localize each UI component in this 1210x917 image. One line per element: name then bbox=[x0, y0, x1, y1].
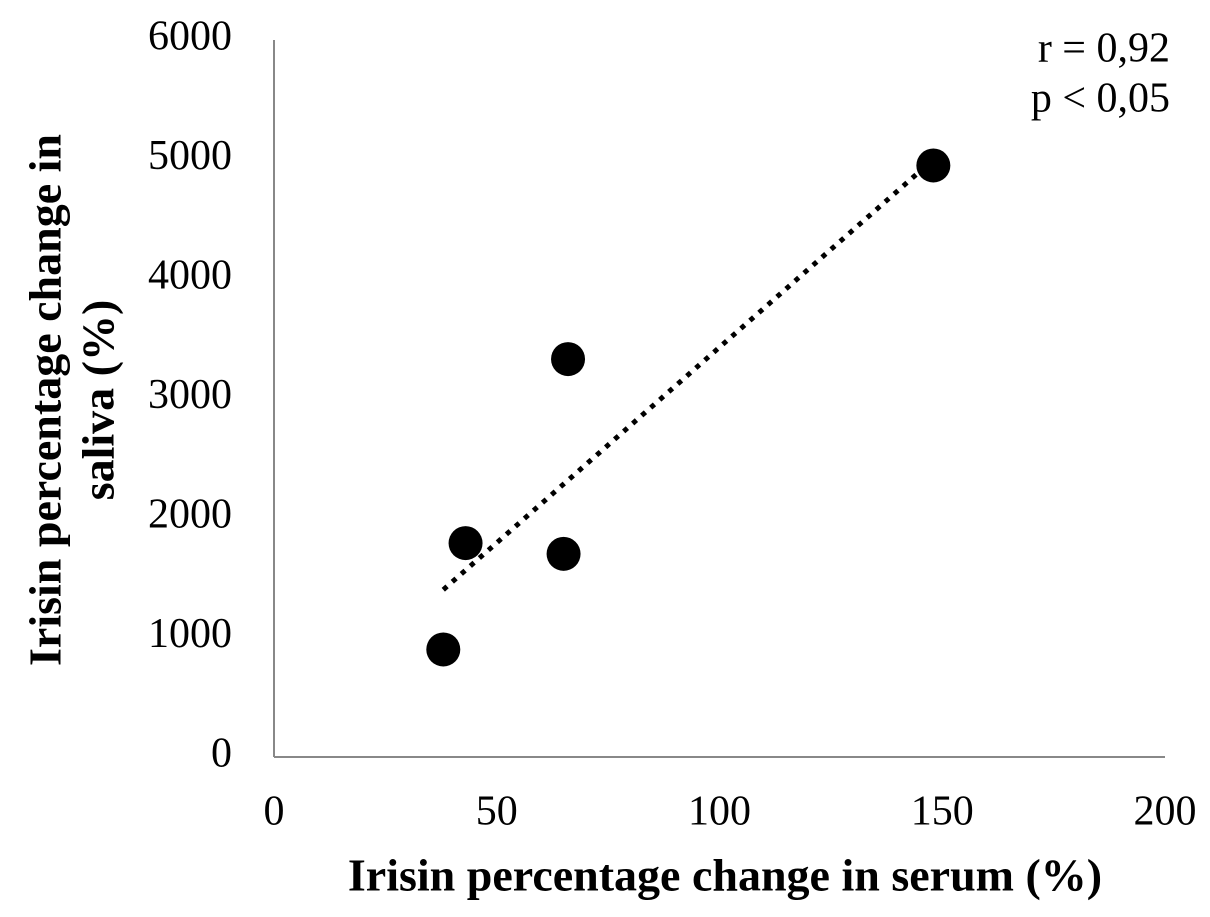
y-tick-label: 0 bbox=[211, 731, 232, 777]
point bbox=[551, 342, 586, 377]
x-tick-label: 200 bbox=[1134, 789, 1197, 835]
y-tick-label: 3000 bbox=[148, 372, 232, 418]
y-tick-label: 2000 bbox=[148, 492, 232, 538]
x-axis-title: Irisin percentage change in serum (%) bbox=[348, 850, 1102, 901]
point bbox=[546, 536, 581, 571]
x-tick-label: 0 bbox=[264, 789, 285, 835]
point bbox=[916, 148, 951, 183]
x-tick-label: 150 bbox=[911, 789, 974, 835]
point bbox=[426, 632, 461, 667]
y-axis-title: saliva (%) bbox=[73, 300, 124, 501]
y-tick-label: 5000 bbox=[148, 133, 232, 179]
trendline bbox=[441, 157, 935, 592]
x-tick-label: 50 bbox=[476, 789, 518, 835]
x-tick-label: 100 bbox=[688, 789, 751, 835]
y-tick-label: 6000 bbox=[148, 14, 232, 60]
annotation: p < 0,05 bbox=[1031, 76, 1170, 122]
y-tick-label: 4000 bbox=[148, 253, 232, 299]
point bbox=[448, 526, 483, 561]
y-tick-label: 1000 bbox=[148, 611, 232, 657]
annotation: r = 0,92 bbox=[1038, 26, 1170, 72]
y-axis-title: Irisin percentage change in bbox=[20, 134, 71, 666]
